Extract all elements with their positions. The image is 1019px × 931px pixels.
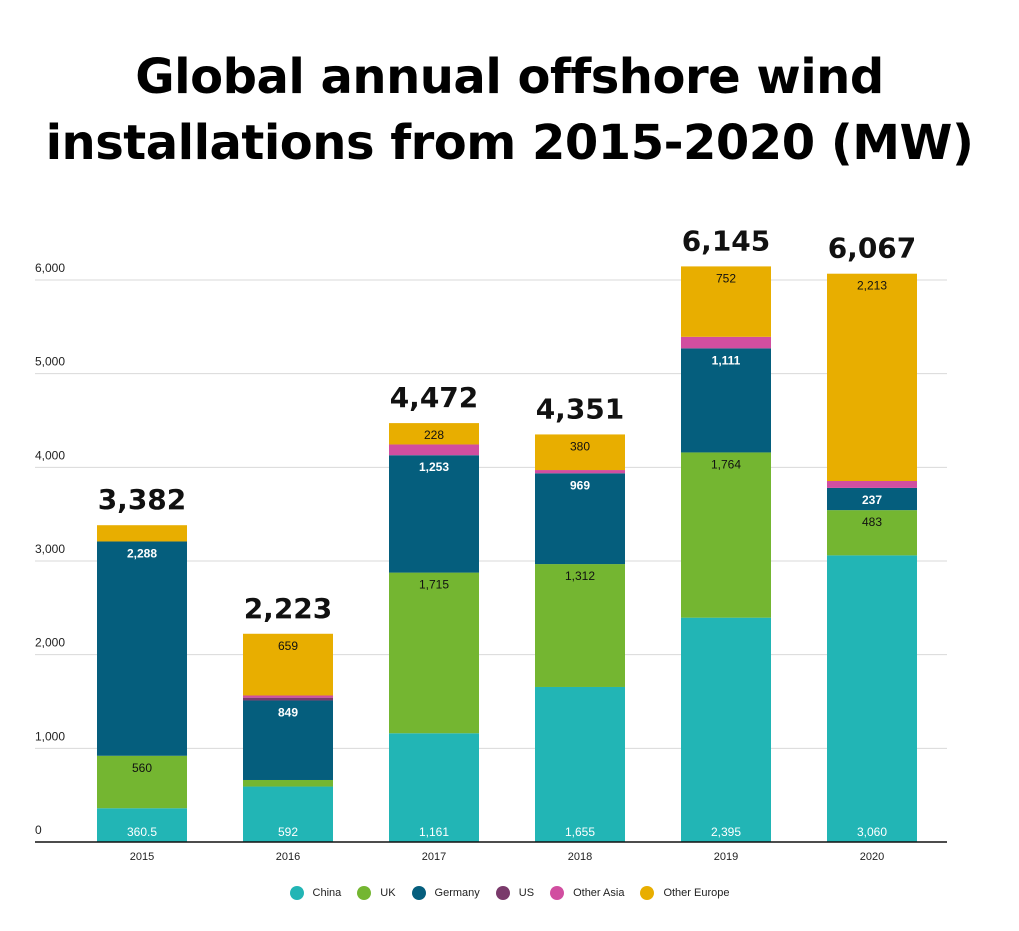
x-tick-label: 2020: [860, 851, 884, 863]
segment-value-label: 2,288: [127, 546, 157, 560]
segment-value-label: 2,395: [711, 825, 741, 839]
segment-labels: 360.5 560 2,288 592 849 659 1,161 1,715 1,253 228…: [127, 271, 887, 839]
segment-value-label: 969: [570, 478, 590, 492]
y-tick-label: 3,000: [35, 542, 65, 556]
total-value-label: 4,351: [536, 392, 625, 425]
bar-segment-other-europe: [97, 525, 187, 542]
segment-value-label: 1,715: [419, 578, 449, 592]
bar-segment-other-asia: [535, 470, 625, 474]
x-tick-label: 2017: [422, 851, 446, 863]
legend-label: Other Asia: [573, 887, 625, 899]
bar-segment-other-europe: [681, 266, 771, 337]
legend-item: Germany: [411, 886, 480, 900]
bar-segment-uk: [243, 779, 333, 787]
segment-value-label: 237: [862, 493, 882, 507]
chart-title-line-1: Global annual offshore wind: [135, 49, 884, 105]
bar-segment-uk: [827, 510, 917, 556]
legend-swatch: [411, 886, 426, 900]
bar-segment-other-europe: [389, 423, 479, 445]
legend-swatch: [289, 886, 304, 900]
segment-value-label: 2,213: [857, 279, 887, 293]
total-value-label: 6,145: [682, 224, 771, 257]
bar-segment-other-asia: [827, 480, 917, 488]
legend-item: China: [289, 886, 342, 900]
legend-swatch: [357, 886, 372, 900]
y-tick-label: 4,000: [35, 448, 65, 462]
bar-segment-china: [827, 555, 917, 842]
segment-value-label: 228: [424, 428, 444, 442]
bar-segment-us: [243, 697, 333, 701]
total-value-label: 2,223: [244, 592, 333, 625]
legend: China UK Germany US Other Asia Other Europe: [0, 886, 1019, 900]
bar-segment-other-asia: [389, 444, 479, 456]
segment-value-label: 380: [570, 439, 590, 453]
y-tick-label: 2,000: [35, 636, 65, 650]
segment-value-label: 849: [278, 705, 298, 719]
bar-segment-germany: [827, 487, 917, 511]
bar-segment-uk: [389, 572, 479, 734]
y-tick-label: 6,000: [35, 261, 65, 275]
segment-value-label: 1,764: [711, 457, 741, 471]
segment-value-label: 752: [716, 271, 736, 285]
legend-label: Germany: [434, 887, 480, 899]
bar-segment-china: [535, 686, 625, 842]
chart-title-line-2: installations from 2015-2020 (MW): [45, 115, 974, 171]
segment-value-label: 1,655: [565, 825, 595, 839]
bar-segment-uk: [681, 452, 771, 618]
y-tick-label: 5,000: [35, 355, 65, 369]
legend-swatch: [495, 886, 510, 900]
legend-swatch: [550, 886, 565, 900]
segment-value-label: 560: [132, 761, 152, 775]
segment-value-label: 483: [862, 515, 882, 529]
legend-item: US: [495, 886, 535, 900]
bar-segment-uk: [97, 755, 187, 809]
segment-value-label: 1,312: [565, 569, 595, 583]
x-tick-label: 2016: [276, 851, 300, 863]
bar-segment-other-europe: [535, 434, 625, 471]
segment-value-label: 3,060: [857, 825, 887, 839]
y-tick-label: 1,000: [35, 729, 65, 743]
bar-segment-uk: [535, 564, 625, 687]
total-value-label: 6,067: [828, 232, 917, 265]
segment-value-label: 1,111: [712, 353, 741, 367]
x-tick-label: 2018: [568, 851, 592, 863]
segment-value-label: 592: [278, 825, 298, 839]
bar-segment-germany: [243, 700, 333, 780]
bar-segment-china: [97, 808, 187, 842]
legend-item: UK: [357, 886, 396, 900]
bar-segment-china: [243, 786, 333, 842]
total-labels: 3,382 2,223 4,472 4,351 6,145 6,067: [98, 224, 917, 624]
bar-segment-china: [389, 733, 479, 842]
legend-label: China: [312, 887, 342, 899]
y-axis: 0 1,000 2,000 3,000 4,000 5,000 6,000: [35, 261, 65, 837]
bar-segment-other-asia: [243, 695, 333, 698]
total-value-label: 3,382: [98, 483, 187, 516]
bars: [97, 266, 917, 842]
y-tick-label: 0: [35, 823, 42, 837]
segment-value-label: 360.5: [127, 825, 157, 839]
bar-segment-germany: [535, 473, 625, 565]
bar-segment-other-asia: [681, 336, 771, 349]
bar-segment-germany: [389, 455, 479, 573]
segment-value-label: 1,161: [419, 825, 449, 839]
legend-label: UK: [380, 887, 396, 899]
legend-label: US: [518, 887, 535, 899]
chart-title: Global annual offshore wind installation…: [0, 44, 1019, 176]
legend-swatch: [640, 886, 655, 900]
legend-item: Other Europe: [640, 886, 729, 900]
legend-item: Other Asia: [550, 886, 624, 900]
x-tick-label: 2015: [130, 851, 154, 863]
bar-segment-china: [681, 617, 771, 842]
segment-value-label: 1,253: [419, 460, 449, 474]
bar-segment-other-europe: [827, 273, 917, 481]
bar-segment-germany: [681, 348, 771, 453]
legend-label: Other Europe: [663, 887, 730, 899]
total-value-label: 4,472: [390, 381, 479, 414]
bar-segment-germany: [97, 541, 187, 756]
x-axis: 2015 2016 2017 2018 2019 2020: [35, 841, 947, 863]
bar-segment-other-europe: [243, 633, 333, 696]
x-tick-label: 2019: [714, 851, 738, 863]
segment-value-label: 659: [278, 639, 298, 653]
